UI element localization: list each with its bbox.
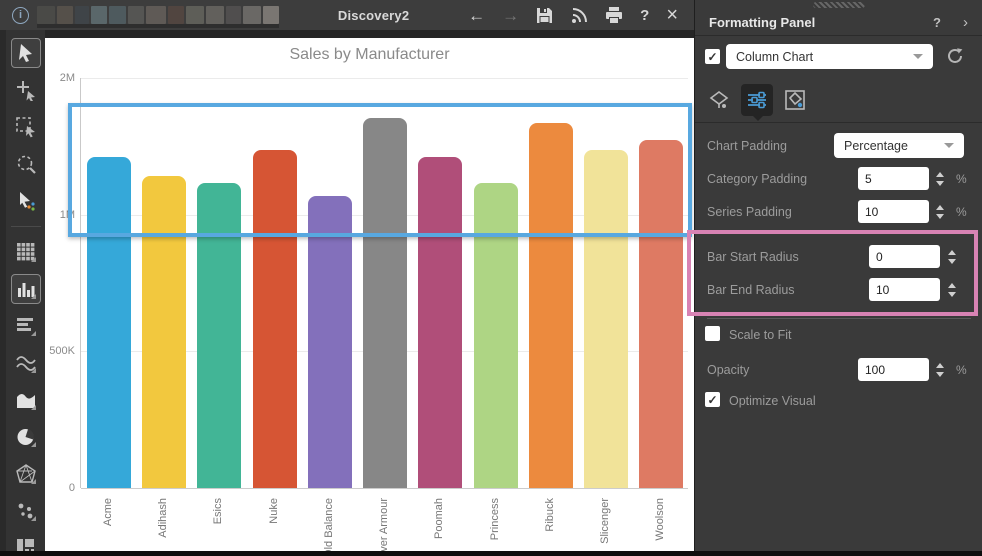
category-padding-input[interactable] — [858, 167, 929, 190]
line-chart-tool[interactable] — [11, 348, 41, 378]
radar-chart-tool[interactable] — [11, 459, 41, 489]
redacted-tab[interactable] — [57, 6, 73, 24]
formatting-panel-title: Formatting Panel — [709, 15, 933, 30]
area-chart-tool[interactable] — [11, 385, 41, 415]
redacted-tab[interactable] — [263, 6, 279, 24]
pointer-tool[interactable] — [11, 38, 41, 68]
save-icon[interactable] — [536, 7, 553, 24]
opacity-input[interactable] — [858, 358, 929, 381]
category-padding-stepper[interactable] — [933, 167, 947, 190]
top-bar: i Discovery2 ← → — [0, 0, 694, 30]
chart-padding-value: Percentage — [844, 139, 908, 153]
scale-to-fit-checkbox[interactable] — [705, 326, 720, 341]
redacted-tab[interactable] — [128, 6, 144, 24]
highlight-rectangle-blue — [68, 103, 692, 237]
chevron-down-icon — [944, 143, 954, 148]
close-icon[interactable]: × — [666, 5, 678, 25]
chevron-down-icon — [913, 54, 923, 59]
redacted-tab[interactable] — [91, 6, 107, 24]
redacted-tab[interactable] — [75, 6, 89, 24]
marquee-select-tool[interactable] — [11, 112, 41, 142]
x-axis-tick-label: Acme — [102, 498, 114, 526]
row-chart-tool[interactable] — [11, 311, 41, 341]
forward-icon[interactable]: → — [502, 7, 519, 24]
zoom-select-tool[interactable] — [11, 149, 41, 179]
opacity-label: Opacity — [707, 363, 749, 377]
gridline — [81, 488, 688, 489]
x-axis-tick-label: Poomah — [433, 498, 445, 539]
settings-tab[interactable] — [741, 84, 773, 116]
redacted-tab[interactable] — [168, 6, 184, 24]
chart-padding-label: Chart Padding — [707, 139, 787, 153]
style-tab[interactable] — [703, 84, 735, 116]
opacity-stepper[interactable] — [933, 358, 947, 381]
print-icon[interactable] — [605, 7, 623, 24]
y-axis-tick-label: 2M — [60, 72, 81, 84]
redacted-tab-strip — [37, 2, 279, 28]
top-bar-actions: ← → — [468, 5, 678, 25]
redacted-tab[interactable] — [186, 6, 204, 24]
panel-drag-handle-icon[interactable] — [813, 2, 865, 8]
feed-icon[interactable] — [570, 6, 588, 24]
redacted-tab[interactable] — [109, 6, 126, 24]
series-padding-label: Series Padding — [707, 205, 792, 219]
chart-padding-dropdown[interactable]: Percentage — [834, 133, 964, 158]
bar-old-balance[interactable] — [308, 196, 352, 489]
highlight-rectangle-pink — [687, 230, 978, 316]
opacity-unit: % — [956, 363, 967, 377]
window-bottom-edge — [0, 551, 982, 556]
y-axis-tick-label: 500K — [49, 345, 81, 357]
redacted-tab[interactable] — [206, 6, 224, 24]
redacted-tab[interactable] — [37, 6, 55, 24]
panel-collapse-icon[interactable]: › — [963, 14, 968, 31]
help-icon[interactable]: ? — [640, 8, 649, 23]
x-axis-tick-label: Woolson — [654, 498, 666, 541]
x-axis-tick-label: Esics — [212, 498, 224, 524]
document-title: Discovery2 — [279, 8, 468, 23]
redacted-tab[interactable] — [146, 6, 166, 24]
visual-toolbar — [0, 30, 45, 552]
grid-visual-tool[interactable] — [11, 237, 41, 267]
series-padding-input[interactable] — [858, 200, 929, 223]
application-window: i Discovery2 ← → — [0, 0, 982, 556]
chart-type-dropdown[interactable]: Column Chart — [726, 44, 933, 69]
gridline — [81, 78, 688, 79]
scale-to-fit-label: Scale to Fit — [729, 328, 792, 342]
series-padding-unit: % — [956, 205, 967, 219]
category-padding-unit: % — [956, 172, 967, 186]
reset-icon[interactable] — [945, 46, 965, 71]
chart-title: Sales by Manufacturer — [45, 46, 694, 64]
optimize-visual-label: Optimize Visual — [729, 394, 816, 408]
x-axis-tick-label: Adihash — [157, 498, 169, 538]
series-padding-stepper[interactable] — [933, 200, 947, 223]
formatting-panel-header: Formatting Panel ? › — [695, 9, 982, 36]
redacted-tab[interactable] — [226, 6, 241, 24]
add-pointer-tool[interactable] — [11, 75, 41, 105]
x-axis-tick-label: Nuke — [268, 498, 280, 524]
treemap-tool[interactable] — [11, 533, 41, 552]
y-axis-tick-label: 0 — [69, 482, 81, 494]
panel-help-icon[interactable]: ? — [933, 15, 941, 30]
pie-chart-tool[interactable] — [11, 422, 41, 452]
column-chart-tool[interactable] — [11, 274, 41, 304]
scatter-chart-tool[interactable] — [11, 496, 41, 526]
x-axis-tick-label: Princess — [489, 498, 501, 540]
x-axis-tick-label: Over Armour — [378, 498, 390, 556]
redacted-tab[interactable] — [243, 6, 261, 24]
chart-type-value: Column Chart — [736, 50, 813, 64]
x-axis-tick-label: Ribuck — [544, 498, 556, 532]
back-icon[interactable]: ← — [468, 7, 485, 24]
toolbar-divider — [11, 226, 41, 227]
x-axis-tick-label: Old Balance — [323, 498, 335, 556]
x-axis-tick-label: Slicenger — [599, 498, 611, 544]
chart-visible-checkbox[interactable]: ✓ — [705, 49, 720, 64]
multi-select-tool[interactable] — [11, 186, 41, 216]
fill-options-tab[interactable] — [779, 84, 811, 116]
optimize-visual-checkbox[interactable]: ✓ — [705, 392, 720, 407]
category-padding-label: Category Padding — [707, 172, 807, 186]
panel-tab-row — [703, 84, 811, 116]
info-icon[interactable]: i — [12, 7, 29, 24]
